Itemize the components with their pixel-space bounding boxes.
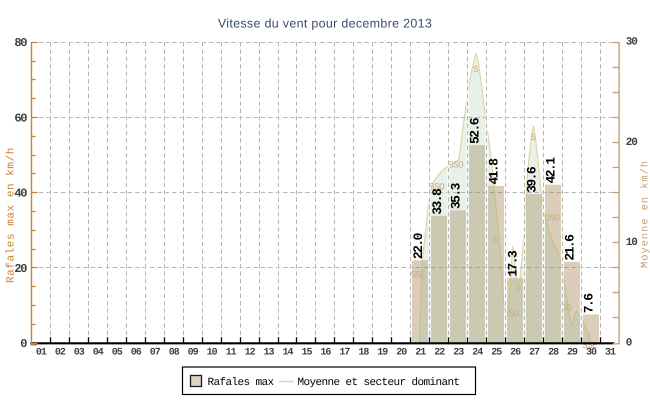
svg-text:08: 08 [169,347,180,358]
svg-text:15: 15 [301,347,312,358]
svg-text:06: 06 [131,347,142,358]
svg-text:Rafales max en km/h: Rafales max en km/h [6,147,18,283]
svg-text:01: 01 [36,347,47,358]
svg-text:10: 10 [626,237,637,249]
svg-text:22.0: 22.0 [411,232,426,259]
svg-text:0: 0 [20,337,27,351]
svg-text:14: 14 [282,347,293,358]
svg-text:20: 20 [396,347,407,358]
svg-text:S: S [530,132,536,143]
svg-text:39.6: 39.6 [525,166,540,193]
svg-text:52.6: 52.6 [468,117,483,144]
svg-text:20: 20 [626,137,637,149]
svg-text:Rafales max: Rafales max [208,377,275,389]
svg-text:SO: SO [508,308,519,319]
svg-text:03: 03 [74,347,85,358]
svg-text:17.3: 17.3 [506,250,521,277]
svg-text:Vitesse du vent pour decembre: Vitesse du vent pour decembre 2013 [218,17,432,31]
svg-text:13: 13 [263,347,274,358]
svg-text:SSE: SSE [582,340,598,351]
svg-text:31: 31 [605,347,616,358]
svg-text:29: 29 [567,347,578,358]
svg-text:40: 40 [14,187,27,201]
svg-text:42.1: 42.1 [544,157,559,184]
svg-text:05: 05 [112,347,123,358]
svg-text:SO: SO [561,302,572,313]
svg-text:SSO: SSO [448,159,464,170]
svg-text:07: 07 [150,347,161,358]
svg-text:10: 10 [207,347,218,358]
svg-text:02: 02 [55,347,66,358]
svg-text:26: 26 [510,347,521,358]
svg-text:30: 30 [626,37,637,49]
svg-text:OSO: OSO [544,212,560,223]
svg-text:19: 19 [377,347,388,358]
svg-text:20: 20 [14,262,27,276]
svg-text:30: 30 [586,347,597,358]
svg-text:17: 17 [339,347,350,358]
svg-text:21.6: 21.6 [563,234,578,261]
svg-text:22: 22 [434,347,445,358]
svg-text:33.8: 33.8 [430,188,445,215]
svg-text:S: S [492,234,498,245]
svg-text:25: 25 [491,347,502,358]
svg-text:04: 04 [93,347,104,358]
svg-text:09: 09 [188,347,199,358]
svg-text:SSE: SSE [411,269,427,280]
svg-text:Moyenne et secteur dominant: Moyenne et secteur dominant [298,377,460,389]
svg-text:7.6: 7.6 [582,293,597,314]
svg-text:27: 27 [529,347,540,358]
svg-text:18: 18 [358,347,369,358]
svg-text:23: 23 [453,347,464,358]
svg-text:Moyenne en km/h: Moyenne en km/h [639,160,650,268]
svg-text:21: 21 [415,347,426,358]
svg-text:41.8: 41.8 [487,158,502,185]
svg-text:60: 60 [14,111,27,125]
svg-text:80: 80 [14,36,27,50]
svg-text:24: 24 [472,347,483,358]
svg-text:SSO: SSO [429,181,445,192]
svg-text:35.3: 35.3 [449,182,464,209]
svg-text:S: S [473,64,479,75]
svg-text:0: 0 [626,338,632,350]
svg-text:16: 16 [320,347,331,358]
svg-text:12: 12 [245,347,256,358]
svg-text:11: 11 [226,347,237,358]
svg-text:28: 28 [548,347,559,358]
